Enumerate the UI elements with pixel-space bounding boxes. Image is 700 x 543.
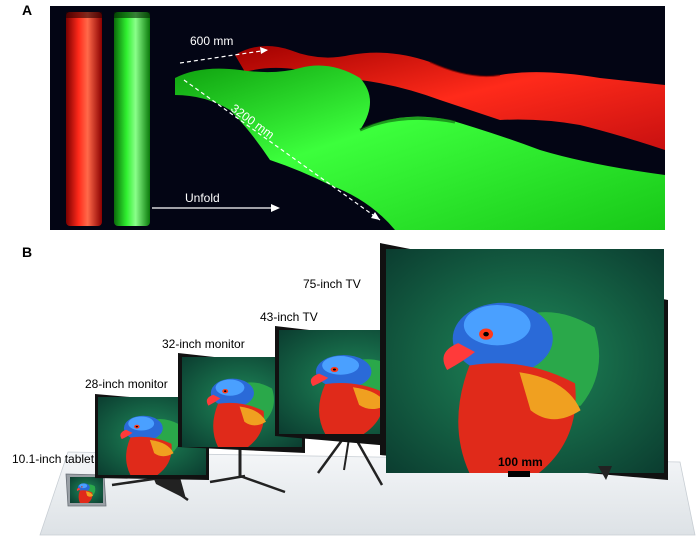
length-arrow	[183, 79, 381, 221]
device-75-tv	[380, 243, 668, 480]
scale-bar	[508, 471, 530, 477]
panel-a-letter: A	[22, 2, 33, 18]
green-unfolded-sheet	[175, 65, 665, 231]
unfold-label: Unfold	[185, 191, 220, 205]
label-32-monitor: 32-inch monitor	[162, 337, 245, 351]
panel-b-letter: B	[22, 244, 33, 260]
device-32-monitor	[178, 353, 305, 494]
label-28-monitor: 28-inch monitor	[85, 377, 168, 391]
device-tablet	[65, 473, 107, 507]
panel-a-photo: 600 mm 3200 mm Unfold	[50, 6, 665, 231]
panel-b-illustration: 10.1-inch tablet 28-inch monitor 32-inch…	[12, 243, 696, 536]
width-label: 600 mm	[190, 34, 233, 48]
width-arrow	[179, 49, 269, 64]
green-rolled-tube	[114, 12, 150, 226]
scale-bar-label: 100 mm	[498, 455, 543, 469]
label-43-tv: 43-inch TV	[260, 310, 318, 324]
label-tablet: 10.1-inch tablet	[12, 452, 95, 466]
label-75-tv: 75-inch TV	[303, 277, 361, 291]
red-rolled-tube	[66, 12, 102, 226]
